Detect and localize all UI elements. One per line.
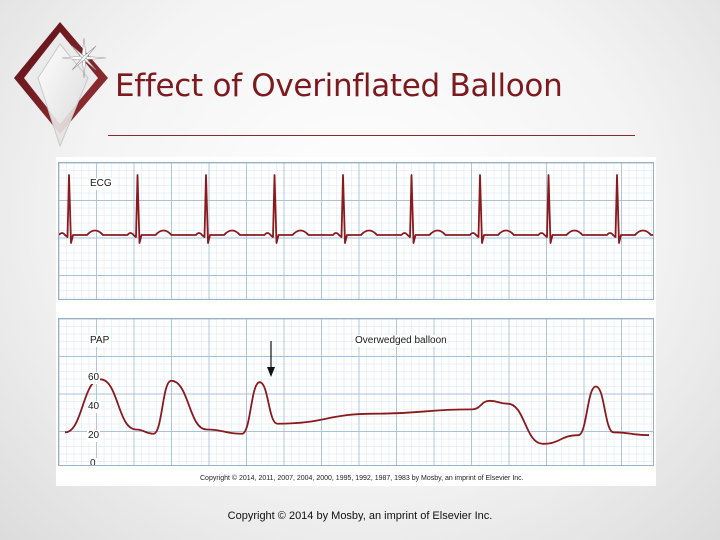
overwedged-annotation: Overwedged balloon [354,335,448,347]
pap-trace [64,378,650,445]
pap-label: PAP [89,335,111,347]
pap-chart [59,319,653,465]
slide-title: Effect of Overinflated Balloon [115,68,563,104]
ecg-grid [59,163,653,299]
ecg-trace [59,174,653,244]
footer-copyright: Copyright © 2014 by Mosby, an imprint of… [227,510,493,522]
scale-label-20: 20 [87,430,101,442]
pap-panel: PAP Overwedged balloon 60 40 20 0 [58,318,654,466]
scale-label-60: 60 [87,372,101,384]
title-underline [108,135,635,136]
ecg-chart [59,163,653,299]
onset-arrow-head [267,367,275,377]
scale-label-40: 40 [87,401,101,413]
hemodynamic-figure: ECG PAP Overwedged balloon 60 40 20 0 Co… [56,157,656,486]
scale-label-0: 0 [89,458,97,465]
ecg-label: ECG [89,178,113,190]
ecg-panel: ECG [58,162,654,300]
figure-copyright: Copyright © 2014, 2011, 2007, 2004, 2000… [200,475,524,482]
diamond-logo [12,18,112,148]
